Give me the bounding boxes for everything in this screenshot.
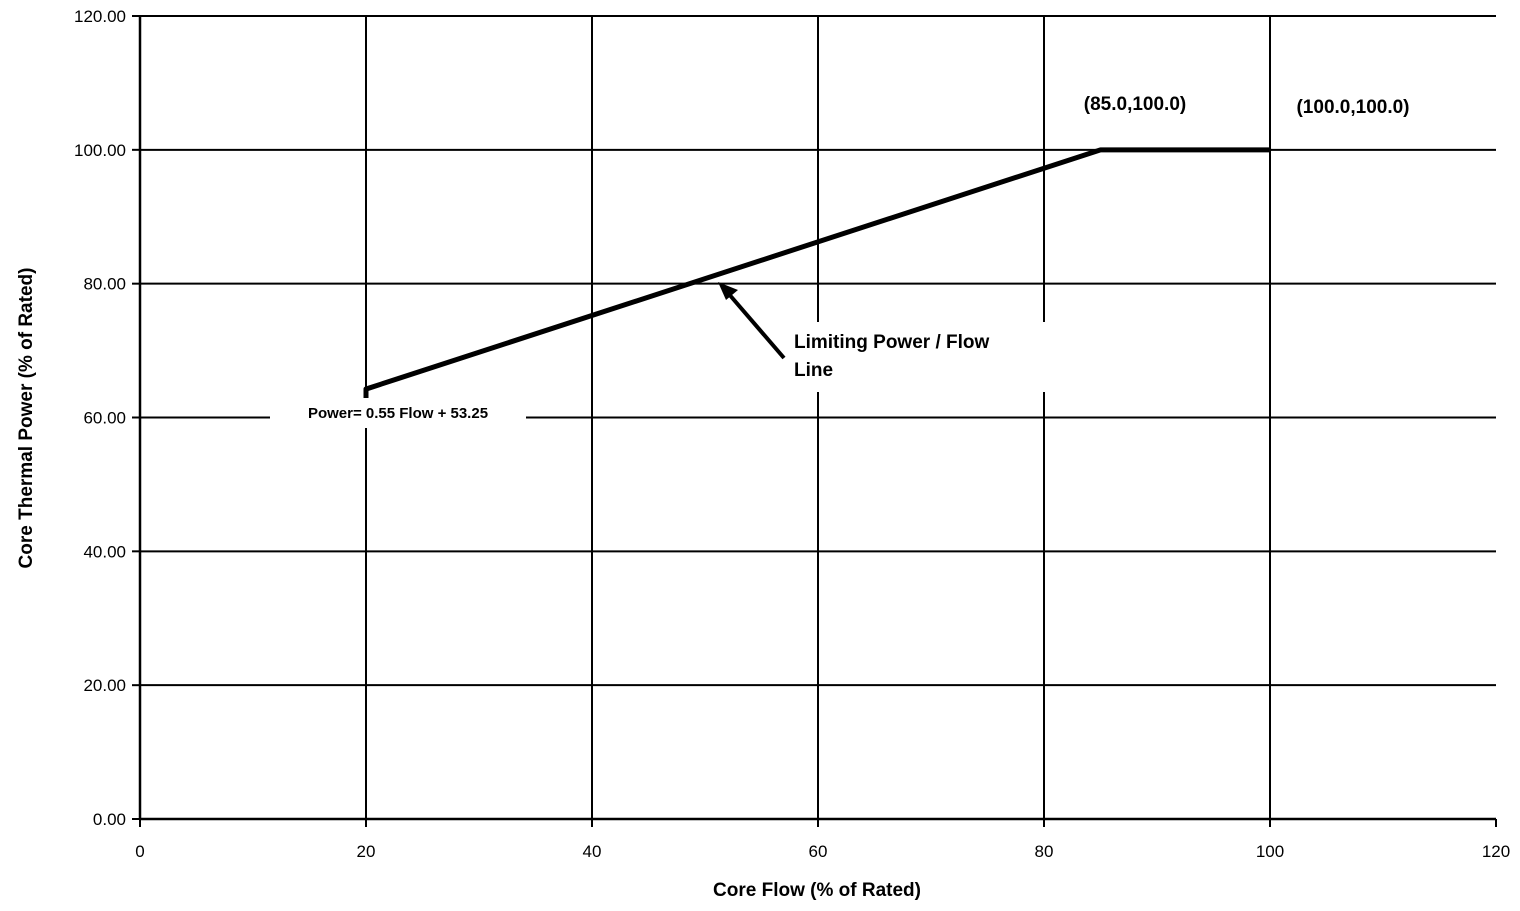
annotation-arrow-shaft — [726, 291, 786, 360]
x-tick-label: 20 — [357, 842, 376, 861]
y-tick-label: 60.00 — [83, 409, 126, 428]
y-tick-label: 120.00 — [74, 7, 126, 26]
x-tick-label: 0 — [135, 842, 144, 861]
x-axis-title: Core Flow (% of Rated) — [713, 880, 921, 901]
y-tick-label: 100.00 — [74, 141, 126, 160]
x-tick-label: 80 — [1035, 842, 1054, 861]
axes: 0.00 20.00 40.00 60.00 80.00 100.00 120.00 0 20 4… — [74, 7, 1510, 861]
limit-label-bg — [788, 322, 1058, 392]
equation-bg — [270, 398, 526, 428]
annotation-point-100: (100.0,100.0) — [1296, 97, 1409, 118]
series-point — [1099, 148, 1102, 152]
annotation-arrow-head — [718, 282, 738, 300]
y-tick-label: 20.00 — [83, 676, 126, 695]
annotation-limit-line-2: Line — [794, 360, 833, 381]
y-tick-label: 40.00 — [83, 542, 126, 561]
y-tick-label: 80.00 — [83, 275, 126, 294]
x-tick-label: 40 — [583, 842, 602, 861]
grid — [139, 15, 1496, 820]
x-tick-label: 60 — [809, 842, 828, 861]
annotation-limit-line-1: Limiting Power / Flow — [794, 332, 990, 353]
annotation-equation: Power= 0.55 Flow + 53.25 — [308, 405, 488, 422]
y-tick-label: 0.00 — [93, 810, 126, 829]
annotation-point-85: (85.0,100.0) — [1084, 94, 1186, 115]
y-axis-title: Core Thermal Power (% of Rated) — [16, 268, 37, 569]
x-tick-label: 100 — [1256, 842, 1284, 861]
x-tick-label: 120 — [1482, 842, 1510, 861]
series-point — [364, 387, 368, 391]
series-point — [1268, 148, 1272, 152]
annotation-limit-line: Limiting Power / Flow Line — [794, 332, 995, 381]
